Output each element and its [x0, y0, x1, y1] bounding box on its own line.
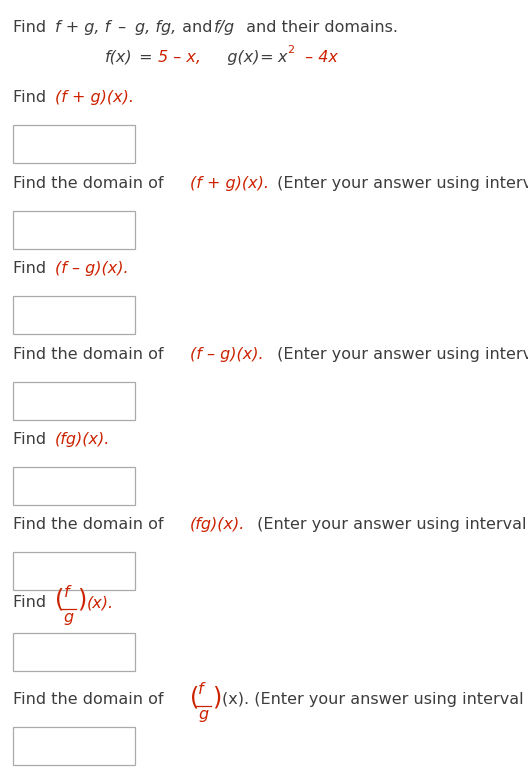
- Text: Find: Find: [13, 261, 51, 276]
- Text: g, fg,: g, fg,: [135, 20, 176, 35]
- Text: Find: Find: [13, 595, 51, 610]
- Text: x: x: [278, 50, 287, 65]
- Text: 5 – x,: 5 – x,: [158, 50, 202, 65]
- Text: Find: Find: [13, 90, 51, 105]
- Text: and their domains.: and their domains.: [241, 20, 398, 35]
- Bar: [13, 382, 135, 420]
- Text: and: and: [177, 20, 218, 35]
- Text: f + g, f: f + g, f: [55, 20, 110, 35]
- Text: ): ): [212, 685, 221, 709]
- Bar: [13, 633, 135, 671]
- Text: 2: 2: [287, 45, 294, 55]
- Bar: [13, 296, 135, 334]
- Text: (x).: (x).: [87, 595, 114, 610]
- Text: f/g: f/g: [214, 20, 235, 35]
- Text: Find: Find: [13, 432, 51, 447]
- Text: Find the domain of: Find the domain of: [13, 692, 168, 707]
- Text: –: –: [113, 20, 131, 35]
- Text: Find the domain of: Find the domain of: [13, 517, 168, 532]
- Bar: [13, 211, 135, 249]
- Text: g: g: [198, 707, 208, 722]
- Text: (Enter your answer using interval notation.): (Enter your answer using interval notati…: [271, 176, 528, 191]
- Bar: [13, 125, 135, 163]
- Text: f: f: [63, 585, 69, 600]
- Text: =: =: [135, 50, 158, 65]
- Text: ): ): [78, 588, 87, 612]
- Bar: [13, 552, 135, 590]
- Text: Find: Find: [13, 20, 51, 35]
- Text: (fg)(x).: (fg)(x).: [55, 432, 110, 447]
- Text: g: g: [63, 610, 73, 625]
- Text: (: (: [55, 588, 64, 612]
- Text: g(x): g(x): [212, 50, 259, 65]
- Text: (Enter your answer using interval notation.): (Enter your answer using interval notati…: [271, 347, 528, 362]
- Text: f(x): f(x): [105, 50, 133, 65]
- Text: (Enter your answer using interval notation.): (Enter your answer using interval notati…: [251, 517, 528, 532]
- Bar: [13, 727, 135, 765]
- Bar: [13, 467, 135, 505]
- Text: (fg)(x).: (fg)(x).: [190, 517, 245, 532]
- Text: =: =: [254, 50, 278, 65]
- Text: – 4x: – 4x: [300, 50, 338, 65]
- Text: (x). (Enter your answer using interval notation.): (x). (Enter your answer using interval n…: [222, 692, 528, 707]
- Text: (: (: [190, 685, 199, 709]
- Text: f: f: [198, 682, 204, 697]
- Text: (f + g)(x).: (f + g)(x).: [55, 90, 134, 105]
- Text: Find the domain of: Find the domain of: [13, 176, 168, 191]
- Text: Find the domain of: Find the domain of: [13, 347, 168, 362]
- Text: (f – g)(x).: (f – g)(x).: [190, 347, 263, 362]
- Text: (f + g)(x).: (f + g)(x).: [190, 176, 269, 191]
- Text: (f – g)(x).: (f – g)(x).: [55, 261, 129, 276]
